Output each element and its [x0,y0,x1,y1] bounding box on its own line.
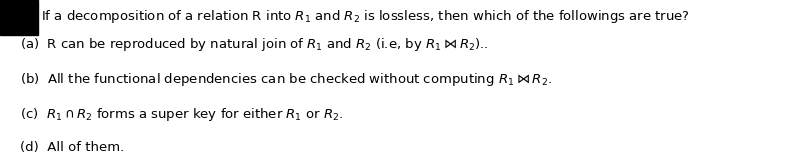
Text: (d)  All of them.: (d) All of them. [20,141,124,154]
Text: (b)  All the functional dependencies can be checked without computing $R_1 \bowt: (b) All the functional dependencies can … [20,72,552,88]
FancyBboxPatch shape [0,0,38,35]
Text: (c)  $R_1 \cap R_2$ forms a super key for either $R_1$ or $R_2$.: (c) $R_1 \cap R_2$ forms a super key for… [20,106,343,123]
Text: (a)  R can be reproduced by natural join of $R_1$ and $R_2$ (i.e, by $R_1 \bowti: (a) R can be reproduced by natural join … [20,36,489,53]
Text: If a decomposition of a relation R into $R_1$ and $R_2$ is lossless, then which : If a decomposition of a relation R into … [41,8,690,25]
